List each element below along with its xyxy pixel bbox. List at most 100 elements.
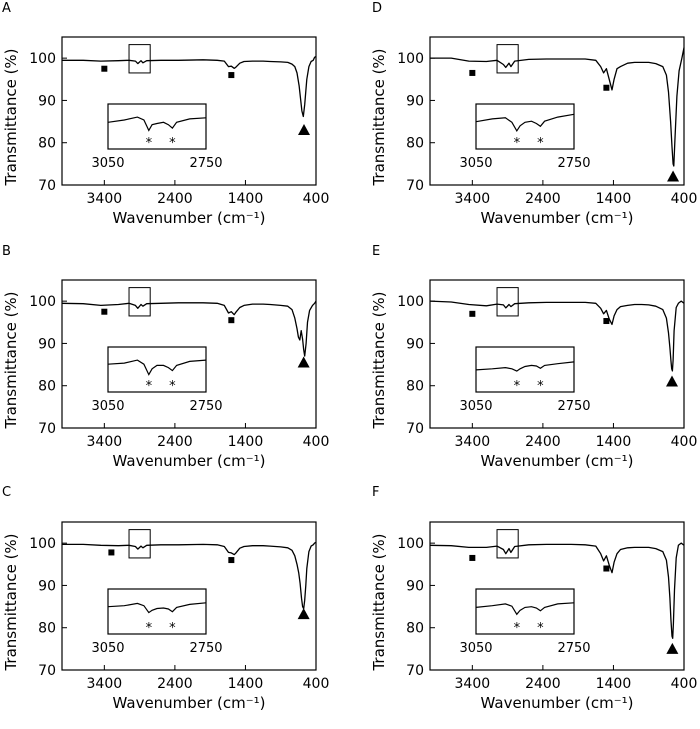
x-tick-label: 2400 <box>157 676 193 692</box>
peak-asterisk: * <box>514 379 521 394</box>
triangle-marker <box>666 375 679 387</box>
y-axis-title: Transmittance (%) <box>2 48 20 186</box>
chart-panel-c: C 70 80 90 100 3400 2400 1400 400 Wavenumber (cm⁻… <box>2 485 329 712</box>
y-tick-label: 90 <box>406 578 424 594</box>
inset-frame <box>475 588 575 635</box>
square-marker <box>469 310 476 317</box>
y-axis-title: Transmittance (%) <box>370 533 388 671</box>
y-axis-title: Transmittance (%) <box>370 48 388 186</box>
x-tick-label: 400 <box>303 191 330 207</box>
x-tick-label: 1400 <box>228 676 264 692</box>
y-tick-label: 90 <box>38 578 56 594</box>
peak-asterisk: * <box>169 379 176 394</box>
square-marker <box>228 557 235 564</box>
peak-asterisk: * <box>169 621 176 636</box>
inset-spectrum-line <box>107 602 207 614</box>
square-marker <box>228 72 235 79</box>
plot-frame <box>429 279 685 429</box>
x-tick-label: 1400 <box>228 434 264 450</box>
square-marker <box>469 69 476 76</box>
spectrum-line <box>62 541 317 610</box>
peak-asterisk: * <box>514 621 521 636</box>
panel-label: A <box>2 1 11 16</box>
panel-label: D <box>372 1 382 16</box>
inset-x-left-label: 3050 <box>91 156 124 171</box>
chart-panel-a: A 70 80 90 100 3400 2400 1400 400 Wavenumber (cm⁻… <box>2 1 329 227</box>
plot-frame <box>61 521 317 671</box>
x-tick-label: 3400 <box>455 676 491 692</box>
x-tick-label: 400 <box>671 676 698 692</box>
x-tick-label: 3400 <box>87 676 123 692</box>
square-marker <box>603 565 610 572</box>
y-tick-label: 80 <box>406 136 424 152</box>
spectrum-line <box>62 55 317 118</box>
y-tick-label: 90 <box>38 336 56 352</box>
panel-label: B <box>2 244 11 259</box>
peak-asterisk: * <box>146 136 153 151</box>
plot-frame <box>61 279 317 429</box>
peak-asterisk: * <box>514 136 521 151</box>
peak-asterisk: * <box>146 621 153 636</box>
y-tick-label: 80 <box>406 621 424 637</box>
y-tick-label: 70 <box>38 178 56 194</box>
x-axis-title: Wavenumber (cm⁻¹) <box>481 452 634 470</box>
inset-spectrum-line <box>107 359 207 376</box>
highlight-box <box>128 529 151 559</box>
inset-frame <box>107 588 207 635</box>
chart-panel-d: D 70 80 90 100 3400 2400 1400 400 Wavenumber (cm⁻… <box>370 1 697 227</box>
square-marker <box>603 318 610 325</box>
square-marker <box>101 65 108 72</box>
plot-frame <box>429 521 685 671</box>
inset-x-right-label: 2750 <box>557 156 590 171</box>
x-tick-label: 1400 <box>596 191 632 207</box>
x-tick-label: 3400 <box>455 434 491 450</box>
y-axis-title: Transmittance (%) <box>2 291 20 429</box>
square-marker <box>469 554 476 561</box>
inset-x-right-label: 2750 <box>557 641 590 656</box>
x-axis-title: Wavenumber (cm⁻¹) <box>481 209 634 227</box>
y-tick-label: 80 <box>406 379 424 395</box>
inset-frame <box>475 103 575 150</box>
x-tick-label: 3400 <box>87 191 123 207</box>
y-tick-label: 100 <box>397 536 424 552</box>
x-tick-label: 2400 <box>525 191 561 207</box>
x-tick-label: 400 <box>303 434 330 450</box>
x-tick-label: 400 <box>671 434 698 450</box>
square-marker <box>228 317 235 324</box>
chart-panel-e: E 70 80 90 100 3400 2400 1400 400 Wavenumber (cm⁻… <box>370 244 697 470</box>
panel-label: C <box>2 485 11 500</box>
y-axis-title: Transmittance (%) <box>370 291 388 429</box>
inset-spectrum-line <box>475 602 575 616</box>
inset-frame <box>107 346 207 393</box>
y-tick-label: 80 <box>38 136 56 152</box>
y-tick-label: 80 <box>38 621 56 637</box>
x-tick-label: 1400 <box>596 434 632 450</box>
highlight-box <box>496 44 519 74</box>
inset-x-left-label: 3050 <box>459 641 492 656</box>
plot-frame <box>61 36 317 186</box>
peak-asterisk: * <box>169 136 176 151</box>
x-tick-label: 2400 <box>525 676 561 692</box>
square-marker <box>101 308 108 315</box>
triangle-marker <box>298 124 311 136</box>
y-tick-label: 100 <box>397 294 424 310</box>
inset-x-right-label: 2750 <box>189 641 222 656</box>
y-axis-title: Transmittance (%) <box>2 533 20 671</box>
square-marker <box>108 549 115 556</box>
x-tick-label: 2400 <box>157 191 193 207</box>
square-marker <box>603 84 610 91</box>
x-tick-label: 3400 <box>455 191 491 207</box>
y-tick-label: 100 <box>29 294 56 310</box>
highlight-box <box>496 287 519 317</box>
plot-frame <box>429 36 685 186</box>
y-tick-label: 100 <box>29 536 56 552</box>
inset-x-left-label: 3050 <box>91 641 124 656</box>
panel-label: F <box>372 485 379 500</box>
panel-group: A 70 80 90 100 3400 2400 1400 400 Wavenumber (cm⁻… <box>2 1 697 712</box>
inset-x-left-label: 3050 <box>459 156 492 171</box>
inset-x-right-label: 2750 <box>557 399 590 414</box>
peak-asterisk: * <box>146 379 153 394</box>
y-tick-label: 70 <box>406 421 424 437</box>
y-tick-label: 80 <box>38 379 56 395</box>
x-axis-title: Wavenumber (cm⁻¹) <box>113 452 266 470</box>
